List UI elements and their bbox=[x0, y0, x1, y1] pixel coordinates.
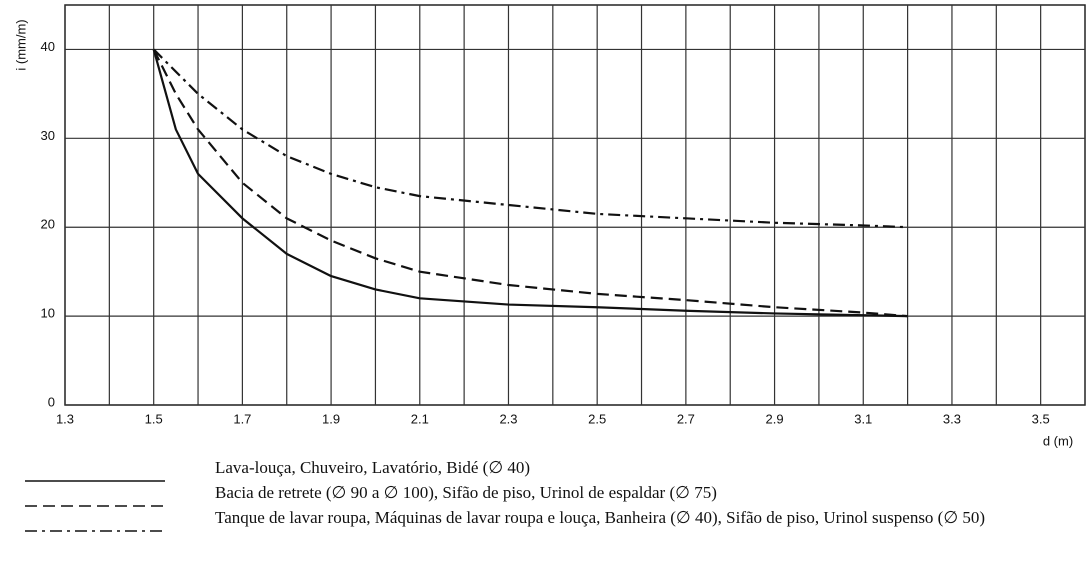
y-tick-label: 40 bbox=[41, 39, 55, 54]
x-tick-label: 1.7 bbox=[233, 411, 251, 426]
x-tick-label: 2.1 bbox=[411, 411, 429, 426]
curve bbox=[152, 48, 908, 318]
x-tick-label: 2.5 bbox=[588, 411, 606, 426]
legend-entry: Lava-louça, Chuveiro, Lavatório, Bidé (∅… bbox=[215, 458, 531, 477]
curve bbox=[152, 48, 908, 229]
curve bbox=[152, 49, 908, 318]
x-tick-label: 3.5 bbox=[1032, 411, 1050, 426]
x-tick-label: 3.3 bbox=[943, 411, 961, 426]
x-tick-label: 2.7 bbox=[677, 411, 695, 426]
legend-entry: Tanque de lavar roupa, Máquinas de lavar… bbox=[215, 508, 986, 527]
legend: Lava-louça, Chuveiro, Lavatório, Bidé (∅… bbox=[215, 455, 1085, 530]
plot-frame bbox=[64, 4, 1086, 406]
y-tick-label: 10 bbox=[41, 306, 55, 321]
y-tick-label: 20 bbox=[41, 217, 55, 232]
x-tick-label: 2.3 bbox=[499, 411, 517, 426]
x-tick-label: 2.9 bbox=[766, 411, 784, 426]
y-tick-label: 0 bbox=[48, 394, 55, 409]
x-axis-label: d (m) bbox=[1043, 433, 1073, 448]
x-tick-label: 3.1 bbox=[854, 411, 872, 426]
x-tick-label: 1.3 bbox=[56, 411, 74, 426]
legend-entry: Bacia de retrete (∅ 90 a ∅ 100), Sifão d… bbox=[215, 483, 717, 502]
y-axis-label: i (mm/m) bbox=[13, 19, 28, 70]
x-tick-label: 1.5 bbox=[145, 411, 163, 426]
x-tick-label: 1.9 bbox=[322, 411, 340, 426]
y-tick-label: 30 bbox=[41, 128, 55, 143]
